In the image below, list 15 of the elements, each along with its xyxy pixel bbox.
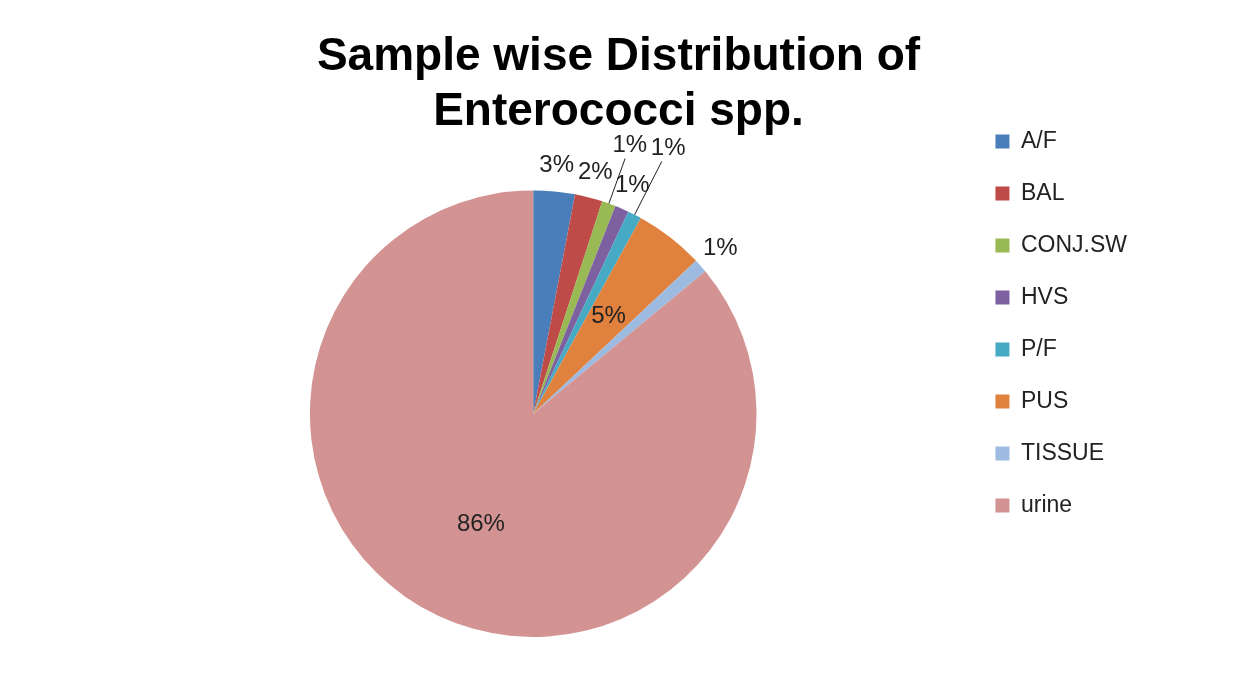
- legend-label: P/F: [1020, 334, 1057, 361]
- legend-label: TISSUE: [1020, 438, 1105, 465]
- data-label: 1%: [614, 169, 650, 197]
- data-label: 3%: [539, 150, 575, 178]
- legend-label: PUS: [1020, 386, 1069, 413]
- data-label: 1%: [702, 233, 738, 261]
- legend-label: A/F: [1020, 126, 1057, 153]
- data-label: 2%: [577, 156, 613, 184]
- data-label: 1%: [650, 133, 686, 161]
- legend-label: CONJ.SW: [1020, 230, 1128, 257]
- legend-label: BAL: [1020, 178, 1065, 205]
- data-label: 5%: [591, 301, 626, 329]
- legend-label: HVS: [1020, 282, 1069, 309]
- data-label: 86%: [456, 509, 505, 537]
- legend-label: urine: [1020, 490, 1073, 517]
